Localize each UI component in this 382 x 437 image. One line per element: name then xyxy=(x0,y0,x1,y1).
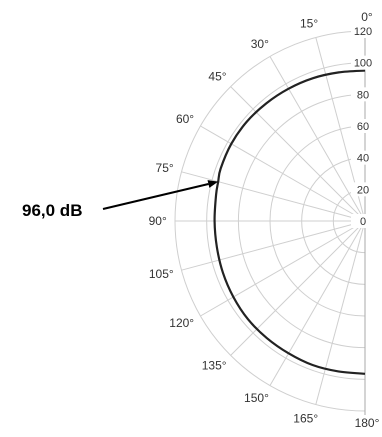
grid-spoke-45 xyxy=(230,86,366,222)
radial-label-bg xyxy=(351,87,379,102)
annotation-arrow-head xyxy=(207,180,219,188)
angle-tick-label: 75° xyxy=(156,161,174,175)
annotation-arrow-line xyxy=(102,182,209,210)
angle-tick-labels: 0° 15° 30° 45° 60° 75° 90° 105° 120° 135° 150° 165°… xyxy=(149,10,380,430)
series-curves xyxy=(213,69,366,375)
radial-label-bg xyxy=(351,119,379,133)
angle-tick-label: 45° xyxy=(208,70,226,84)
grid-spoke-105 xyxy=(181,220,366,271)
radial-label-bg xyxy=(351,24,379,38)
grid-spoke-120 xyxy=(200,220,366,317)
annotation-label: 96,0 dB xyxy=(22,201,82,220)
angular-grid-spokes xyxy=(175,37,366,405)
angle-tick-label: 60° xyxy=(176,112,194,126)
grid-spoke-165 xyxy=(315,220,366,405)
radial-tick-label: 40 xyxy=(357,153,369,165)
radial-tick-label: 80 xyxy=(357,89,369,101)
angle-tick-label: 135° xyxy=(202,358,227,372)
angle-tick-label: 90° xyxy=(149,214,167,228)
radial-tick-label: 60 xyxy=(357,121,369,133)
angle-tick-label: 30° xyxy=(251,37,269,51)
series-line-0 xyxy=(213,69,366,375)
grid-spoke-75 xyxy=(181,171,366,222)
angle-tick-label: 165° xyxy=(293,411,318,425)
angle-tick-label: 105° xyxy=(149,267,174,281)
angle-tick-label: 15° xyxy=(300,17,318,31)
grid-spoke-60 xyxy=(200,125,366,222)
radial-tick-label: 20 xyxy=(357,184,369,196)
grid-spoke-135 xyxy=(230,220,366,356)
radial-tick-label: 100 xyxy=(354,58,372,70)
radial-tick-label: 120 xyxy=(354,26,372,38)
grid-spoke-150 xyxy=(269,220,366,386)
radial-label-bg xyxy=(351,55,379,70)
radial-tick-label: 0 xyxy=(360,216,366,228)
grid-spoke-30 xyxy=(269,56,366,222)
angle-tick-label: 120° xyxy=(169,316,194,330)
angle-tick-label: 0° xyxy=(361,10,373,24)
radial-tick-labels: 0 20 40 60 80 100 120 xyxy=(351,24,379,228)
annotation-group: 96,0 dB xyxy=(22,180,219,220)
angle-tick-label: 150° xyxy=(244,391,269,405)
radial-label-bg xyxy=(351,150,379,165)
angle-tick-label: 180° xyxy=(355,416,380,430)
radial-label-bg xyxy=(351,182,379,197)
radial-label-bg xyxy=(351,214,379,228)
